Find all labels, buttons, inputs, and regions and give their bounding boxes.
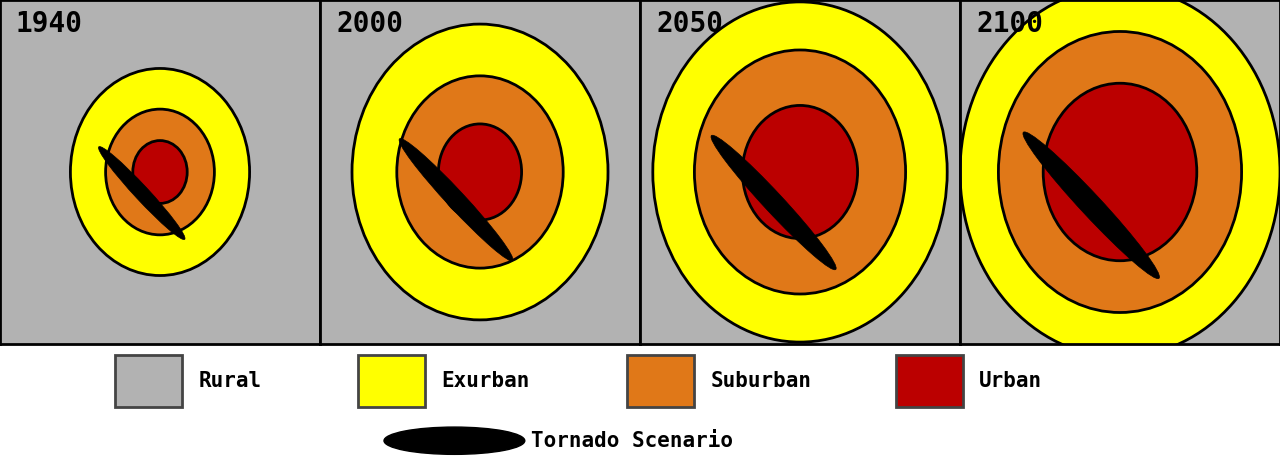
Ellipse shape <box>694 50 906 294</box>
Text: Urban: Urban <box>979 371 1042 391</box>
Ellipse shape <box>653 2 947 342</box>
Ellipse shape <box>352 24 608 320</box>
Text: 2050: 2050 <box>657 10 723 38</box>
Text: Suburban: Suburban <box>710 371 812 391</box>
Ellipse shape <box>399 139 513 261</box>
Ellipse shape <box>1023 132 1160 278</box>
Bar <box>358 355 425 407</box>
Ellipse shape <box>384 427 525 454</box>
Ellipse shape <box>1043 83 1197 261</box>
Bar <box>115 355 182 407</box>
Ellipse shape <box>105 109 215 235</box>
Ellipse shape <box>70 68 250 276</box>
Bar <box>896 355 963 407</box>
Text: Rural: Rural <box>198 371 261 391</box>
Bar <box>627 355 694 407</box>
Ellipse shape <box>960 0 1280 357</box>
Ellipse shape <box>742 105 858 239</box>
Text: Tornado Scenario: Tornado Scenario <box>531 431 733 451</box>
Ellipse shape <box>710 135 836 270</box>
Text: 2100: 2100 <box>977 10 1043 38</box>
Text: 2000: 2000 <box>335 10 403 38</box>
Ellipse shape <box>998 31 1242 313</box>
Ellipse shape <box>133 140 187 204</box>
Ellipse shape <box>397 76 563 268</box>
Text: Exurban: Exurban <box>442 371 530 391</box>
Text: 1940: 1940 <box>15 10 83 38</box>
Ellipse shape <box>99 146 186 240</box>
Ellipse shape <box>438 124 522 220</box>
